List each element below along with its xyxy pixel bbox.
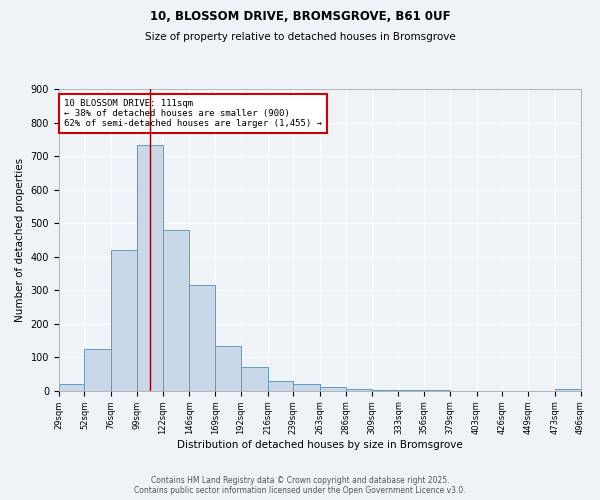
- Text: Size of property relative to detached houses in Bromsgrove: Size of property relative to detached ho…: [145, 32, 455, 42]
- Bar: [190, 286, 215, 391]
- Bar: [241, 368, 268, 390]
- Bar: [59, 384, 85, 390]
- Bar: [137, 144, 163, 390]
- Bar: [320, 388, 346, 390]
- Bar: [346, 389, 371, 390]
- Bar: [111, 250, 137, 390]
- Text: 10 BLOSSOM DRIVE: 111sqm
← 38% of detached houses are smaller (900)
62% of semi-: 10 BLOSSOM DRIVE: 111sqm ← 38% of detach…: [64, 98, 322, 128]
- Bar: [268, 380, 293, 390]
- Y-axis label: Number of detached properties: Number of detached properties: [15, 158, 25, 322]
- Bar: [85, 349, 111, 391]
- Bar: [163, 230, 190, 390]
- Bar: [215, 346, 241, 391]
- Bar: [555, 389, 581, 390]
- Text: 10, BLOSSOM DRIVE, BROMSGROVE, B61 0UF: 10, BLOSSOM DRIVE, BROMSGROVE, B61 0UF: [149, 10, 451, 23]
- Bar: [293, 384, 320, 390]
- Text: Contains HM Land Registry data © Crown copyright and database right 2025.
Contai: Contains HM Land Registry data © Crown c…: [134, 476, 466, 495]
- X-axis label: Distribution of detached houses by size in Bromsgrove: Distribution of detached houses by size …: [177, 440, 463, 450]
